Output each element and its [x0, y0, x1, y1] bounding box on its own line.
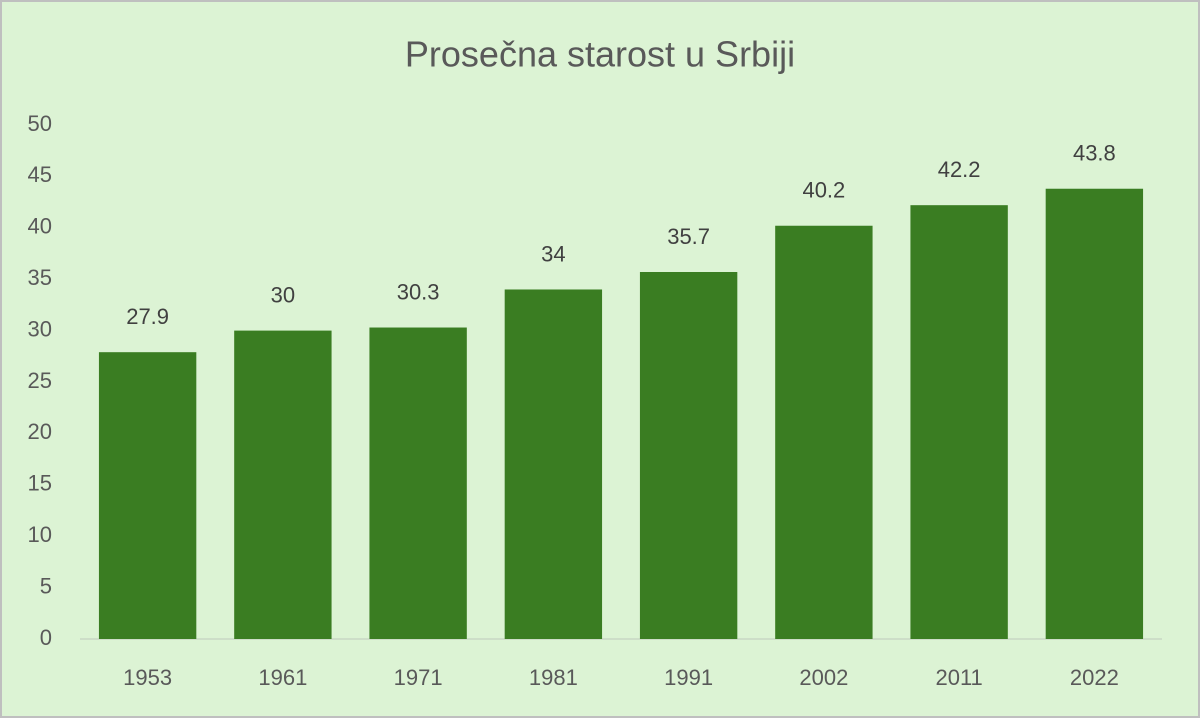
bar [639, 272, 738, 639]
x-tick-label: 1953 [123, 665, 172, 690]
y-tick-label: 5 [40, 573, 52, 598]
y-tick-label: 30 [28, 316, 52, 341]
x-tick-label: 2022 [1070, 665, 1119, 690]
bar [234, 330, 332, 639]
y-tick-label: 0 [40, 625, 52, 650]
bar [1045, 188, 1144, 639]
y-tick-label: 10 [28, 522, 52, 547]
y-tick-label: 40 [28, 214, 52, 239]
x-tick-label: 1961 [258, 665, 307, 690]
data-label: 40.2 [802, 178, 845, 203]
bar [910, 205, 1008, 639]
bar [369, 327, 467, 639]
y-tick-label: 50 [28, 111, 52, 136]
x-tick-label: 1971 [394, 665, 443, 690]
x-tick-label: 1981 [529, 665, 578, 690]
data-label: 27.9 [126, 304, 169, 329]
data-label: 30 [271, 282, 295, 307]
data-label: 42.2 [938, 157, 981, 182]
x-tick-label: 2011 [935, 665, 982, 690]
y-tick-label: 35 [28, 265, 52, 290]
x-tick-label: 2002 [799, 665, 848, 690]
y-tick-label: 45 [28, 162, 52, 187]
chart-title: Prosečna starost u Srbiji [405, 34, 795, 75]
data-label: 43.8 [1073, 141, 1116, 166]
data-label: 35.7 [667, 224, 710, 249]
y-tick-label: 15 [28, 471, 52, 496]
bar [98, 352, 197, 639]
bar [504, 289, 603, 639]
y-tick-label: 20 [28, 419, 52, 444]
bar [775, 225, 873, 639]
data-label: 30.3 [397, 279, 440, 304]
x-tick-label: 1991 [664, 665, 713, 690]
data-label: 34 [541, 241, 565, 266]
y-tick-label: 25 [28, 368, 52, 393]
